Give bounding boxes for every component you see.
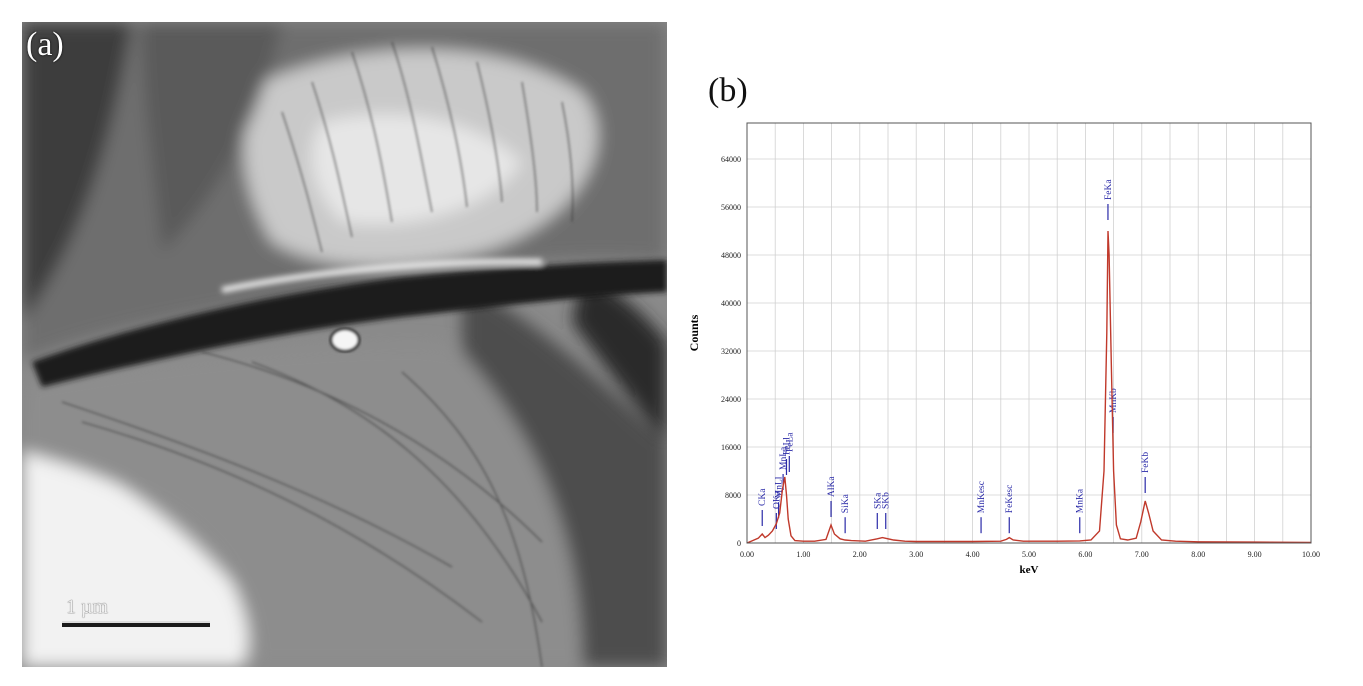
y-tick-label: 56000 [721, 203, 741, 212]
x-tick-label: 10.00 [1302, 550, 1320, 559]
x-tick-label: 5.00 [1022, 550, 1036, 559]
micrograph-graphic [22, 22, 667, 667]
x-axis-label: keV [1020, 564, 1039, 576]
x-tick-label: 3.00 [909, 550, 923, 559]
ticks-layer: 0.00 1.00 2.00 3.00 4.00 5.00 6.00 7.00 8.00 9.00… [721, 155, 1320, 559]
x-tick-label: 6.00 [1078, 550, 1092, 559]
spectrum-line [746, 230, 1312, 544]
y-tick-label: 8000 [725, 491, 741, 500]
peak-label: AlKa [827, 476, 837, 497]
peak-label: FeKb [1141, 452, 1151, 473]
peak-label: MnLa [779, 446, 789, 470]
peak-label: FeLa [785, 432, 795, 452]
peak-label: FeKesc [1005, 485, 1015, 514]
plot-frame [746, 122, 1312, 544]
y-tick-label: 32000 [721, 347, 741, 356]
peak-label: MnKa [1076, 488, 1086, 513]
peak-label: MnKb [1109, 388, 1119, 413]
y-tick-label: 40000 [721, 299, 741, 308]
x-tick-label: 4.00 [966, 550, 980, 559]
peak-label: SKb [882, 492, 892, 509]
panel-b-label: (b) [708, 72, 748, 109]
peak-label: FeKa [1104, 179, 1114, 200]
peak-label: MnKesc [977, 481, 987, 513]
peak-label: MnLl [775, 476, 785, 498]
scale-bar-label: 1 µm [66, 596, 109, 618]
micrograph-image [22, 22, 667, 667]
peak-label: SiKa [841, 493, 851, 513]
x-tick-label: 9.00 [1248, 550, 1262, 559]
y-axis-label: Counts [687, 314, 701, 351]
x-tick-label: 0.00 [740, 550, 754, 559]
y-tick-label: 64000 [721, 155, 741, 164]
eds-spectrum-chart: 0.00 1.00 2.00 3.00 4.00 5.00 6.00 7.00 8.00 9.00… [687, 122, 1320, 576]
x-tick-label: 2.00 [853, 550, 867, 559]
y-tick-label: 24000 [721, 395, 741, 404]
x-tick-label: 8.00 [1191, 550, 1205, 559]
peak-label: FeLl [782, 437, 792, 455]
peak-label: CKa [758, 488, 768, 506]
peak-label: OKa [772, 490, 782, 509]
scale-bar-highlight [62, 621, 210, 623]
peak-label: SKa [873, 492, 883, 509]
x-tick-label: 7.00 [1135, 550, 1149, 559]
panel-a-label: (a) [26, 26, 64, 63]
y-tick-label: 0 [737, 539, 741, 548]
x-tick-label: 1.00 [796, 550, 810, 559]
y-tick-label: 48000 [721, 251, 741, 260]
scale-bar [62, 622, 210, 627]
y-tick-label: 16000 [721, 443, 741, 452]
